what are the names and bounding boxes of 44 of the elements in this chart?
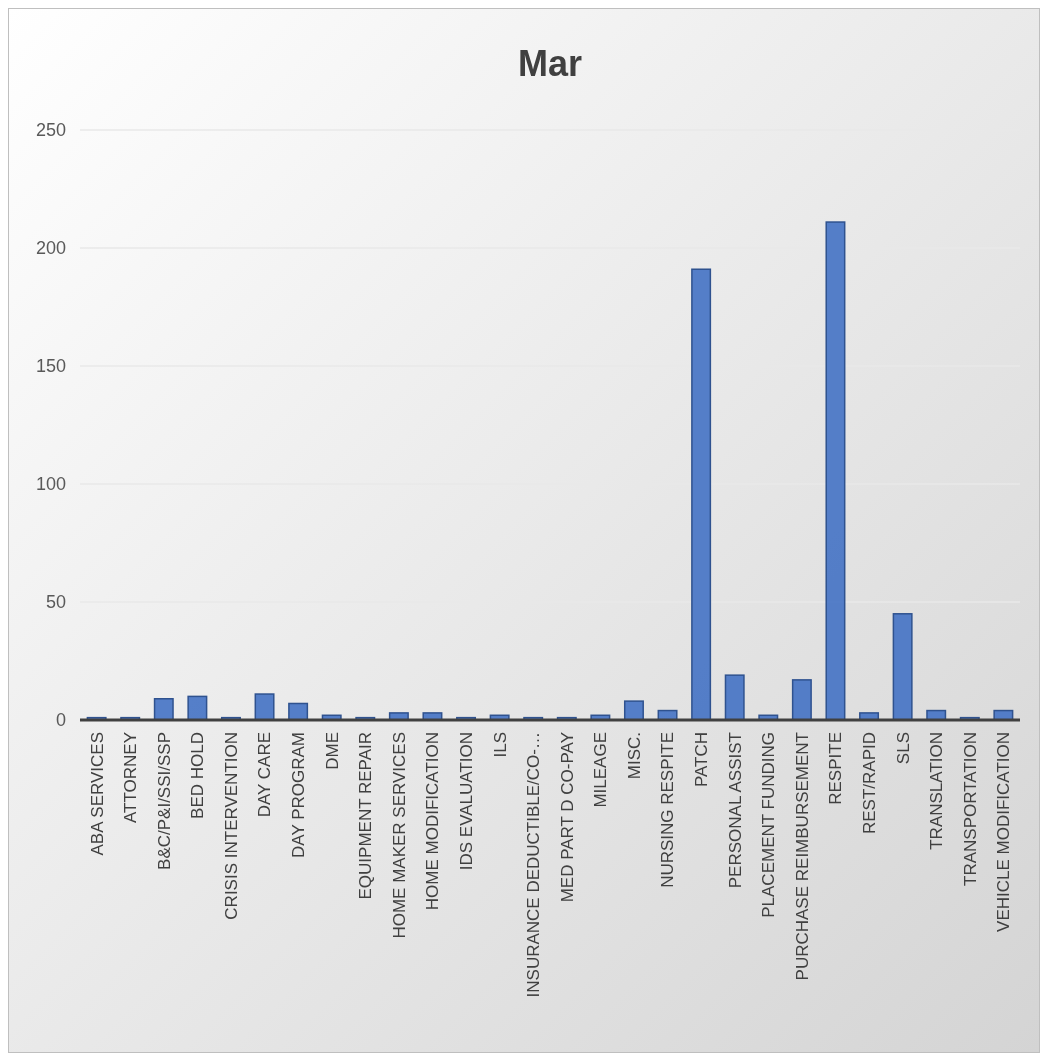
- x-tick-label: TRANSLATION: [927, 732, 947, 850]
- bar: [623, 700, 644, 721]
- x-tick-label: ILS: [490, 732, 510, 758]
- bar: [892, 613, 913, 721]
- x-tick-label: MED PART D CO-PAY: [557, 732, 577, 903]
- x-tick-label: SLS: [893, 732, 913, 765]
- x-tick-label: TRANSPORTATION: [960, 732, 980, 886]
- x-tick-label: PERSONAL ASSIST: [725, 732, 745, 889]
- y-tick-label: 50: [45, 592, 66, 613]
- x-tick-label: PURCHASE REIMBURSEMENT: [792, 732, 812, 981]
- y-tick-label: 150: [35, 356, 66, 377]
- x-tick-label: DAY PROGRAM: [289, 732, 309, 858]
- y-tick-label: 200: [35, 238, 66, 259]
- x-tick-label: ATTORNEY: [121, 732, 141, 823]
- x-tick-label: ABA SERVICES: [87, 732, 107, 856]
- bar: [825, 221, 846, 721]
- x-tick-label: NURSING RESPITE: [658, 732, 678, 888]
- x-tick-label: PLACEMENT FUNDING: [759, 732, 779, 918]
- bar: [691, 268, 712, 721]
- bar: [254, 693, 275, 721]
- x-tick-label: BED HOLD: [188, 732, 208, 819]
- x-tick-label: HOME MODIFICATION: [423, 732, 443, 911]
- x-tick-label: VEHICLE MODIFICATION: [994, 732, 1014, 932]
- y-tick-label: 250: [35, 120, 66, 141]
- x-tick-label: INSURANCE DEDUCTIBLE/CO-…: [524, 732, 544, 998]
- x-tick-label: RESPITE: [826, 732, 846, 805]
- chart-title: Mar: [517, 43, 583, 84]
- x-tick-label: MISC.: [624, 732, 644, 780]
- bar: [791, 679, 812, 721]
- y-tick-label: 0: [55, 710, 66, 731]
- x-tick-label: PATCH: [692, 732, 712, 788]
- bar: [153, 698, 174, 721]
- x-tick-label: CRISIS INTERVENTION: [221, 732, 241, 920]
- y-tick-label: 100: [35, 474, 66, 495]
- x-tick-label: EQUIPMENT REPAIR: [356, 732, 376, 900]
- x-tick-label: REST/RAPID: [859, 732, 879, 835]
- x-tick-label: DME: [322, 732, 342, 770]
- x-tick-label: MILEAGE: [591, 732, 611, 808]
- bar: [724, 674, 745, 721]
- x-tick-label: DAY CARE: [255, 732, 275, 818]
- bar: [187, 695, 208, 721]
- x-tick-label: HOME MAKER SERVICES: [389, 732, 409, 939]
- x-tick-label: IDS EVALUATION: [456, 732, 476, 871]
- x-tick-label: B&C/P&I/SSI/SSP: [154, 732, 174, 870]
